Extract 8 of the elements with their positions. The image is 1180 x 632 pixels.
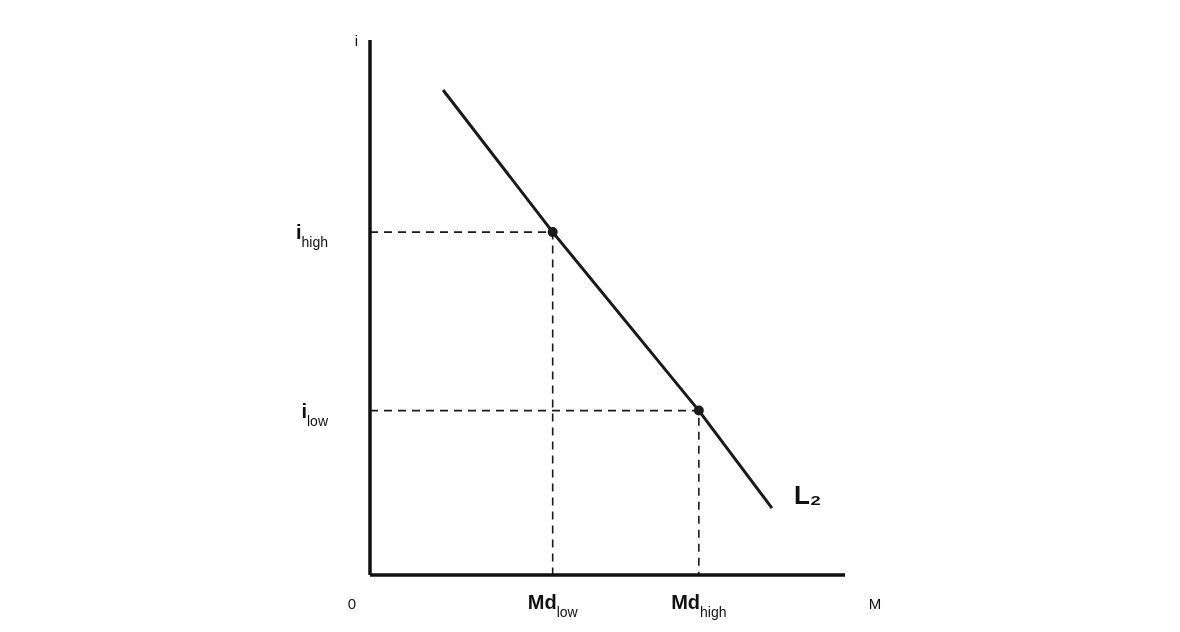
text: i$_{low}$ bbox=[301, 399, 329, 429]
text: i$_{high}$ bbox=[295, 221, 328, 251]
y-axis-title: i bbox=[354, 32, 358, 49]
x-axis-title: M bbox=[868, 595, 882, 612]
x-tick-label: 0 bbox=[347, 595, 357, 612]
series-label: L₂ bbox=[793, 480, 822, 511]
x-tick-label: Md$_{low}$ bbox=[527, 591, 579, 620]
x-tick-label: Md$_{high}$ bbox=[671, 591, 727, 620]
